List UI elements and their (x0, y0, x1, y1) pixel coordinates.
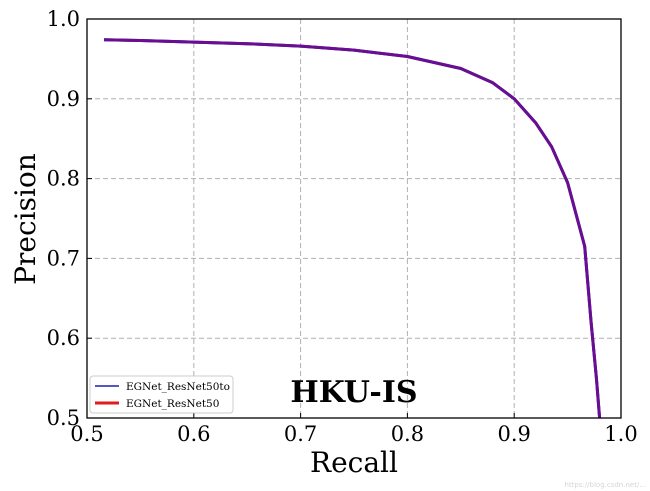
legend-box (89, 375, 234, 414)
watermark: https://blog.csdn.net/... (564, 481, 646, 489)
legend: EGNet_ResNet50to EGNet_ResNet50 (89, 375, 234, 414)
series-line-egnet-resnet50to (104, 38, 602, 419)
y-tick-label: 0.9 (47, 87, 80, 111)
series-line-egnet-resnet50 (104, 38, 602, 419)
y-tick-label: 0.6 (47, 326, 80, 350)
y-tick-label: 0.5 (47, 406, 80, 430)
dataset-title: HKU-IS (290, 375, 417, 410)
y-tick-label: 0.8 (47, 167, 80, 191)
plot-frame (86, 18, 622, 419)
y-axis-label: Precision (9, 153, 42, 285)
y-tick-label: 0.7 (47, 246, 80, 270)
x-axis-label: Recall (310, 446, 398, 479)
x-tick-label: 0.5 (70, 422, 103, 446)
x-tick-label: 0.9 (497, 422, 530, 446)
grid (87, 19, 621, 418)
legend-label-egnet-resnet50to: EGNet_ResNet50to (126, 381, 230, 393)
x-tick-label: 1.0 (604, 422, 637, 446)
x-tick-label: 0.7 (284, 422, 317, 446)
x-tick-label: 0.6 (177, 422, 210, 446)
ticks: 0.5 0.6 0.7 0.8 0.9 1.0 0.5 0.6 0.7 0.8 0.9 1.0 (47, 7, 638, 446)
curves (104, 38, 602, 419)
y-tick-label: 1.0 (47, 7, 80, 31)
legend-label-egnet-resnet50: EGNet_ResNet50 (126, 398, 219, 410)
x-tick-label: 0.8 (391, 422, 424, 446)
